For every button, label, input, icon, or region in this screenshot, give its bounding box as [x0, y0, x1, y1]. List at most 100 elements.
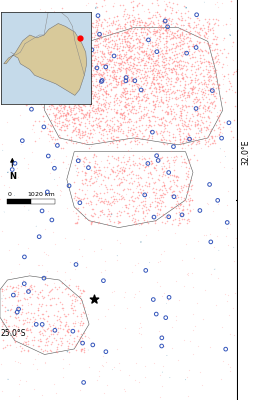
Point [10, 302, 15, 308]
Point [77, 32, 81, 38]
Point [44, 251, 48, 257]
Point [206, 32, 210, 39]
Point [199, 54, 204, 61]
Point [51, 96, 55, 103]
Point [26, 245, 30, 252]
Point [78, 61, 83, 67]
Point [49, 134, 53, 141]
Point [48, 326, 52, 333]
Point [110, 288, 115, 295]
Point [91, 193, 96, 199]
Point [183, 71, 187, 78]
Point [54, 104, 58, 111]
Point [105, 66, 109, 72]
Point [105, 221, 109, 227]
Point [128, 108, 132, 115]
Point [27, 294, 31, 300]
Point [212, 67, 216, 74]
Point [41, 326, 45, 332]
Point [212, 20, 217, 26]
Point [144, 82, 148, 88]
Point [86, 86, 90, 92]
Point [122, 28, 126, 35]
Point [123, 72, 127, 79]
Point [29, 309, 33, 316]
Point [167, 214, 171, 220]
Point [158, 44, 162, 51]
Point [68, 108, 73, 115]
Point [155, 152, 159, 159]
Point [161, 64, 166, 70]
Point [144, 110, 149, 116]
Point [105, 174, 110, 180]
Point [120, 115, 124, 122]
Point [65, 161, 70, 168]
Point [69, 66, 73, 72]
Point [83, 24, 88, 30]
Point [167, 119, 171, 126]
Point [167, 47, 172, 53]
Point [158, 84, 162, 90]
Point [160, 199, 165, 205]
Point [148, 203, 152, 210]
Point [136, 11, 141, 17]
Point [61, 35, 66, 42]
Point [25, 327, 29, 333]
Point [149, 170, 153, 177]
Point [159, 48, 164, 54]
Point [147, 54, 151, 60]
Point [18, 140, 23, 147]
Point [186, 201, 191, 208]
Point [172, 113, 176, 119]
Point [29, 328, 33, 335]
Point [136, 84, 140, 90]
Point [112, 196, 116, 202]
Point [211, 36, 215, 42]
Point [124, 104, 129, 110]
Point [83, 79, 88, 86]
Point [176, 26, 180, 33]
Point [63, 59, 67, 65]
Point [184, 183, 189, 189]
Point [57, 118, 61, 124]
Point [179, 194, 183, 200]
Point [188, 115, 192, 121]
Point [91, 50, 96, 56]
Point [167, 61, 171, 68]
Point [119, 126, 123, 132]
Point [133, 80, 138, 87]
Point [182, 107, 186, 113]
Point [159, 84, 164, 90]
Point [17, 316, 21, 323]
Point [37, 328, 41, 335]
Point [96, 316, 101, 322]
Point [13, 358, 17, 365]
Point [30, 149, 34, 156]
Point [80, 106, 84, 113]
Point [180, 75, 185, 81]
Point [167, 0, 171, 6]
Point [166, 108, 171, 115]
Point [111, 168, 115, 174]
Point [49, 286, 54, 292]
Point [158, 394, 162, 400]
Point [87, 41, 91, 48]
Point [82, 46, 87, 52]
Point [193, 119, 197, 125]
Point [99, 102, 103, 109]
Point [89, 40, 94, 46]
Point [123, 6, 127, 12]
Point [139, 189, 143, 196]
Point [123, 13, 128, 19]
Point [72, 307, 77, 314]
Point [106, 199, 111, 205]
Point [84, 40, 88, 46]
Point [25, 318, 29, 325]
Point [206, 143, 210, 150]
Point [128, 43, 132, 49]
Point [60, 300, 64, 307]
Point [97, 29, 102, 35]
Point [61, 104, 65, 110]
Point [205, 107, 209, 113]
Point [71, 290, 76, 297]
